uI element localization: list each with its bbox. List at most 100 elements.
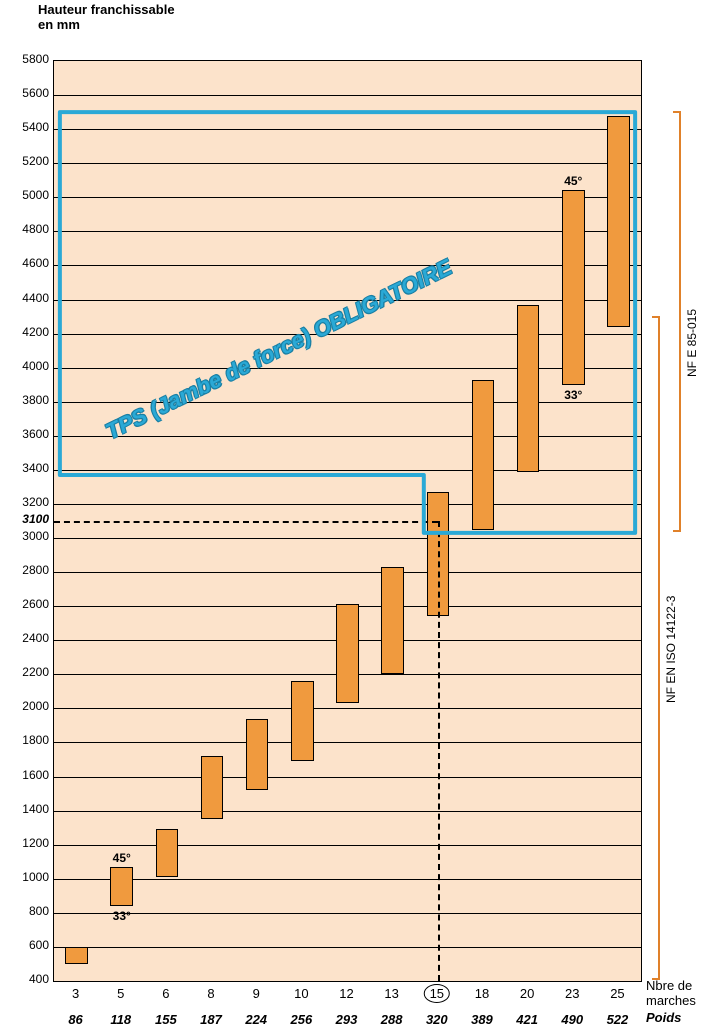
chart-container: Hauteur franchissable en mm 45° 33° 45° 33°… <box>0 0 716 1035</box>
gridline <box>54 538 641 539</box>
y-tick-label: 4600 <box>11 256 49 270</box>
bar <box>472 380 495 530</box>
bar-annotation: 45° <box>113 851 131 865</box>
x-tick-label: 5 <box>117 986 124 1001</box>
y-tick-label: 3000 <box>11 529 49 543</box>
y-tick-label: 800 <box>11 904 49 918</box>
gridline <box>54 811 641 812</box>
gridline <box>54 947 641 948</box>
weight-label: 522 <box>607 1012 629 1027</box>
x-tick-label: 6 <box>162 986 169 1001</box>
bar <box>517 305 540 472</box>
y-tick-label: 4000 <box>11 359 49 373</box>
y-tick-label: 1200 <box>11 836 49 850</box>
gridline <box>54 368 641 369</box>
y-tick-label: 5600 <box>11 86 49 100</box>
x-tick-label: 3 <box>72 986 79 1001</box>
bar-annotation: 33° <box>113 909 131 923</box>
bar <box>291 681 314 761</box>
y-tick-label: 2000 <box>11 699 49 713</box>
dashed-line-horizontal <box>54 521 438 523</box>
y-tick-label: 5200 <box>11 154 49 168</box>
y-tick-label: 4800 <box>11 222 49 236</box>
gridline <box>54 708 641 709</box>
gridline <box>54 879 641 880</box>
bar <box>201 756 224 819</box>
bracket-label: NF E 85-015 <box>685 267 699 377</box>
gridline <box>54 572 641 573</box>
gridline <box>54 334 641 335</box>
y-tick-label: 5800 <box>11 52 49 66</box>
y-tick-label: 2600 <box>11 597 49 611</box>
gridline <box>54 129 641 130</box>
weight-label: 187 <box>200 1012 222 1027</box>
x-tick-label: 18 <box>475 986 489 1001</box>
y-tick-label-special: 3100 <box>11 512 49 526</box>
gridline <box>54 231 641 232</box>
y-tick-label: 3200 <box>11 495 49 509</box>
y-tick-label: 1600 <box>11 768 49 782</box>
weight-label: 256 <box>290 1012 312 1027</box>
x-tick-label: 8 <box>207 986 214 1001</box>
y-tick-label: 3600 <box>11 427 49 441</box>
x-tick-label: 13 <box>384 986 398 1001</box>
gridline <box>54 777 641 778</box>
bar-annotation: 33° <box>564 388 582 402</box>
x-tick-label: 9 <box>253 986 260 1001</box>
y-tick-label: 2400 <box>11 631 49 645</box>
x-tick-label: 15 <box>424 986 450 1003</box>
gridline <box>54 436 641 437</box>
bracket-label: NF EN ISO 14122-3 <box>664 593 678 703</box>
x-tick-label: 20 <box>520 986 534 1001</box>
y-tick-label: 600 <box>11 938 49 952</box>
weight-label: 288 <box>381 1012 403 1027</box>
weight-label: 224 <box>245 1012 267 1027</box>
gridline <box>54 504 641 505</box>
bar-annotation: 45° <box>564 174 582 188</box>
gridline <box>54 163 641 164</box>
weight-label: 86 <box>68 1012 82 1027</box>
overlay-text: TPS (Jambe de force) OBLIGATOIRE <box>101 254 456 445</box>
bracket <box>652 316 660 980</box>
y-axis-title: Hauteur franchissable en mm <box>38 2 175 32</box>
x-tick-label: 23 <box>565 986 579 1001</box>
weight-label: 389 <box>471 1012 493 1027</box>
bar <box>110 867 133 906</box>
gridline <box>54 265 641 266</box>
weight-label: 320 <box>426 1012 448 1027</box>
bar <box>562 190 585 384</box>
y-tick-label: 3800 <box>11 393 49 407</box>
x-tick-label: 10 <box>294 986 308 1001</box>
weight-label: 155 <box>155 1012 177 1027</box>
gridline <box>54 197 641 198</box>
weight-label: 490 <box>561 1012 583 1027</box>
bar <box>336 604 359 703</box>
bar <box>246 719 269 791</box>
bar <box>381 567 404 674</box>
dashed-line-vertical <box>438 521 440 981</box>
x-tick-label: 12 <box>339 986 353 1001</box>
bar <box>156 829 179 877</box>
gridline <box>54 913 641 914</box>
x-axis-title: Nbre demarches <box>646 978 696 1008</box>
y-tick-label: 2200 <box>11 665 49 679</box>
y-tick-label: 2800 <box>11 563 49 577</box>
weight-label: 293 <box>336 1012 358 1027</box>
gridline <box>54 95 641 96</box>
bar <box>65 947 88 964</box>
bar <box>607 116 630 327</box>
bracket <box>673 111 681 532</box>
y-tick-label: 4200 <box>11 325 49 339</box>
weight-axis-title: Poids <box>646 1010 681 1025</box>
y-tick-label: 4400 <box>11 291 49 305</box>
y-tick-label: 1400 <box>11 802 49 816</box>
y-tick-label: 5000 <box>11 188 49 202</box>
gridline <box>54 845 641 846</box>
x-tick-label: 25 <box>610 986 624 1001</box>
gridline <box>54 470 641 471</box>
plot-area: 45° 33° 45° 33° TPS (Jambe de force) OBLIGAT… <box>53 60 642 982</box>
y-tick-label: 1000 <box>11 870 49 884</box>
weight-label: 421 <box>516 1012 538 1027</box>
y-tick-label: 5400 <box>11 120 49 134</box>
weight-label: 118 <box>110 1012 131 1027</box>
